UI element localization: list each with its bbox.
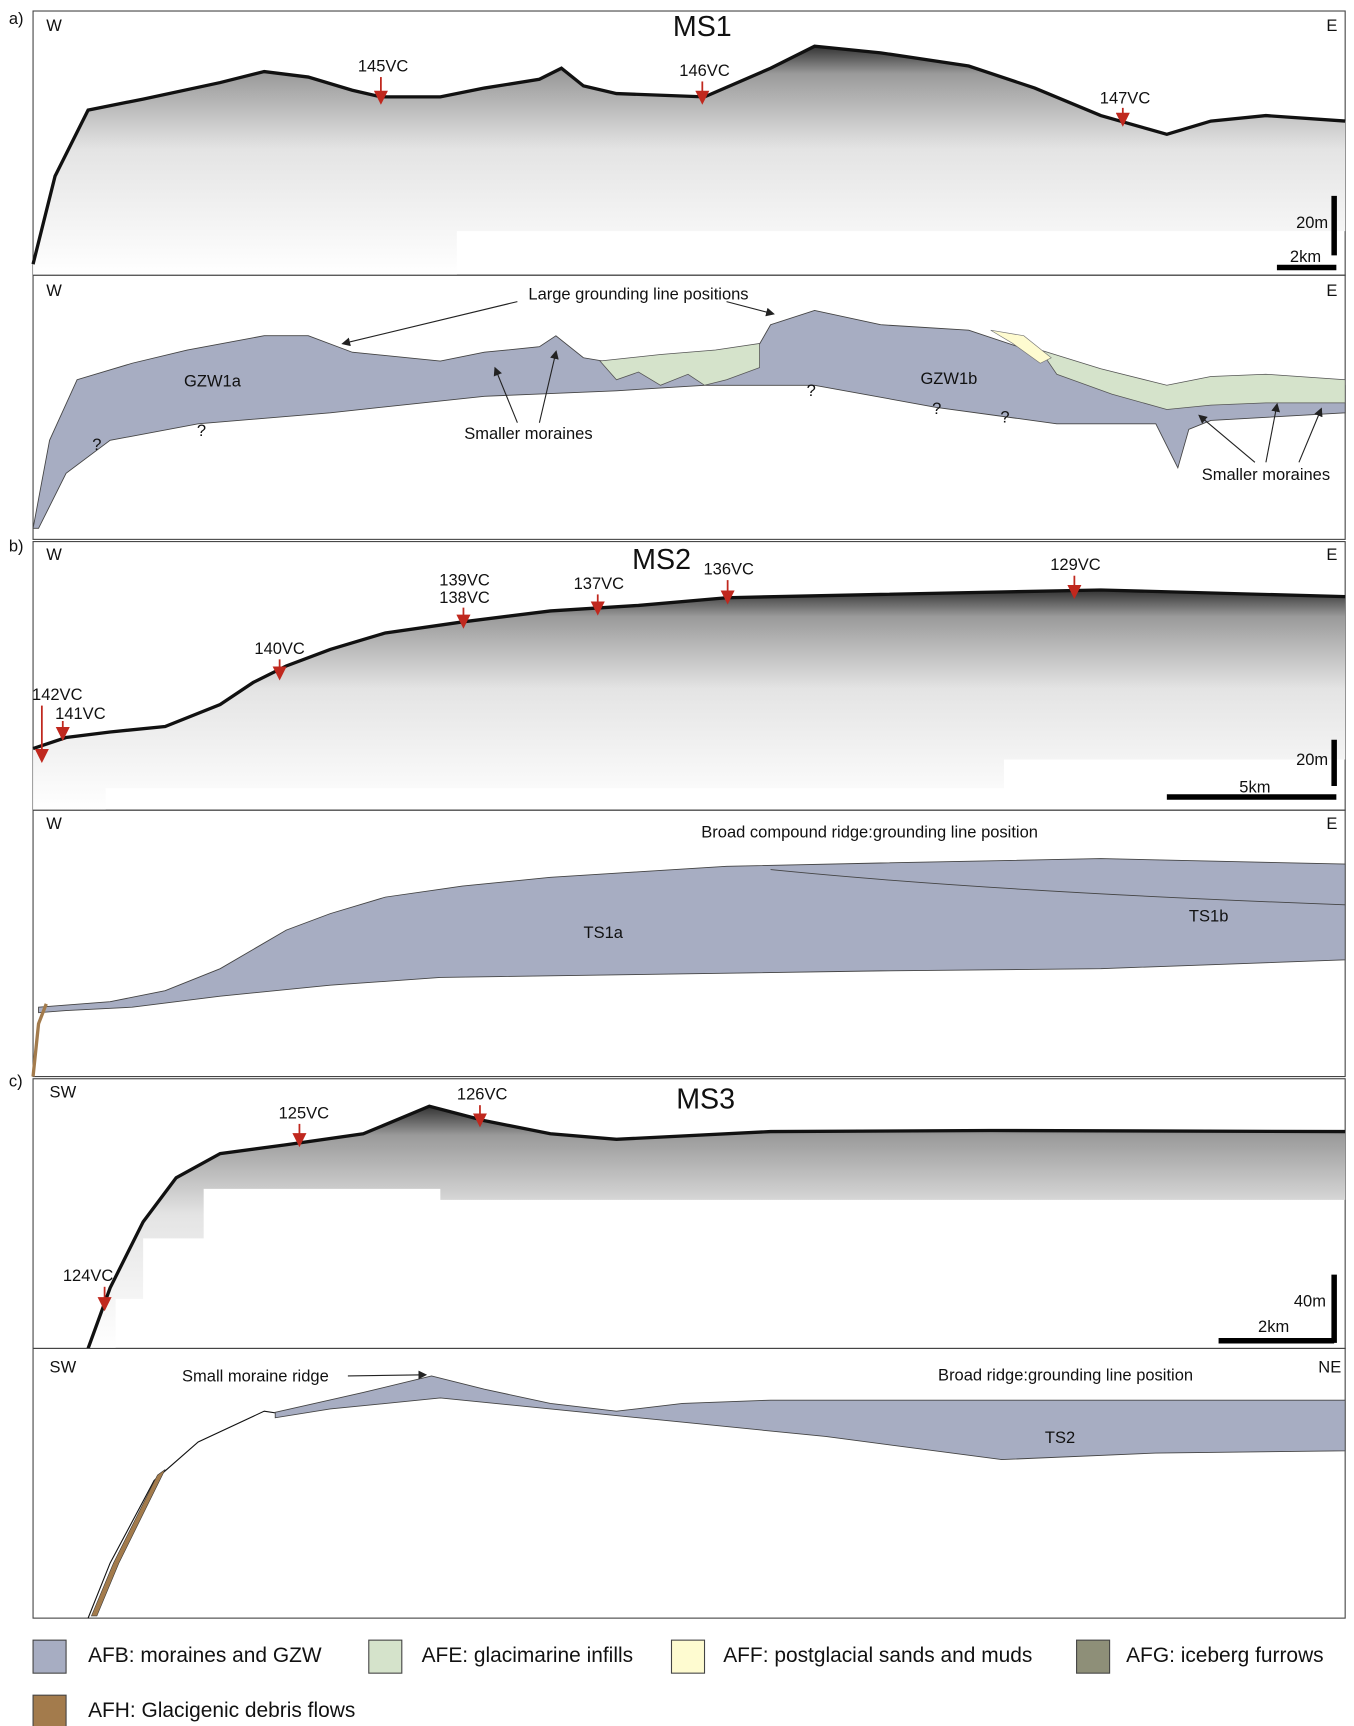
direction-left: W [46,17,62,35]
pointer [343,302,517,344]
core-label: 141VC [55,705,106,723]
unit-label: TS1b [1189,907,1228,925]
legend-swatch [33,1640,66,1673]
afb-unit [33,310,1345,528]
vertical-scale-label: 40m [1294,1293,1326,1311]
unknown-mark: ? [1000,409,1009,427]
unit-label: GZW1a [184,372,242,390]
panel-letter: b) [9,537,24,555]
core-label: 142VC [32,686,83,704]
direction-left: W [46,282,62,300]
direction-left: SW [50,1083,77,1101]
vertical-scale-label: 20m [1296,751,1328,769]
direction-left: W [46,815,62,833]
unit-label: TS2 [1045,1429,1075,1447]
core-label: 145VC [358,58,409,76]
profile-title: MS3 [676,1083,735,1115]
pointer [348,1375,425,1376]
legend-swatch [1077,1640,1110,1673]
legend-label: AFE: glacimarine infills [422,1644,633,1667]
panel-a: a) W E MS1 145VC 146VC 147VC 20m 2km W E… [9,10,1345,539]
unit-label: GZW1b [920,370,977,388]
unknown-mark: ? [807,382,816,400]
core-label: 125VC [279,1104,330,1122]
direction-right: E [1326,815,1337,833]
legend-label: AFB: moraines and GZW [88,1644,322,1667]
profile-title: MS2 [632,544,691,576]
unknown-mark: ? [932,400,941,418]
afh-unit [91,1470,165,1616]
unit-label: TS1a [584,924,624,942]
afb-unit [275,1376,1345,1460]
core-label: 146VC [679,62,730,80]
core-label: 124VC [63,1267,114,1285]
panel-b: b) W E MS2 139VC 138VC 137VC 136VC 129VC… [9,537,1345,1076]
seismic-image [33,590,1345,810]
legend-label: AFH: Glacigenic debris flows [88,1699,355,1722]
figure: a) W E MS1 145VC 146VC 147VC 20m 2km W E… [0,0,1354,1726]
direction-left: SW [50,1359,77,1377]
annotation: Large grounding line positions [528,285,748,303]
core-label: 147VC [1100,89,1151,107]
direction-right: E [1326,546,1337,564]
annotation: Broad ridge:grounding line position [938,1366,1193,1384]
profile-frame [33,1079,1345,1349]
annotation: Smaller moraines [464,425,592,443]
horizontal-scale-label: 2km [1258,1318,1289,1336]
unknown-mark: ? [92,436,101,454]
core-label: 126VC [457,1086,508,1104]
core-label: 129VC [1050,556,1101,574]
afb-unit [39,859,1346,1013]
pointer [727,302,773,314]
pointer [1200,416,1255,462]
legend-label: AFG: iceberg furrows [1126,1644,1324,1667]
horizontal-scale-label: 5km [1239,779,1270,797]
panel-letter: c) [9,1072,23,1090]
interpretation-frame [33,1348,1345,1618]
core-label: 139VC [439,572,490,590]
annotation: Smaller moraines [1202,466,1330,484]
core-label: 137VC [574,575,625,593]
core-label: 136VC [704,561,755,579]
legend-swatch [671,1640,704,1673]
vertical-scale-label: 20m [1296,214,1328,232]
legend-swatch [33,1695,66,1726]
seafloor-line [88,1411,286,1618]
pointer [1299,409,1321,462]
annotation: Small moraine ridge [182,1367,329,1385]
panel-letter: a) [9,10,24,28]
profile-title: MS1 [673,11,732,43]
afh-unit [33,1004,46,1077]
direction-right: E [1326,282,1337,300]
direction-left: W [46,546,62,564]
core-label: 138VC [439,589,490,607]
legend-swatch [369,1640,402,1673]
legend-label: AFF: postglacial sands and muds [723,1644,1032,1667]
direction-right: E [1326,17,1337,35]
panel-c: c) SW MS3 125VC 126VC 124VC 40m 2km SW N… [9,1072,1345,1618]
direction-right: NE [1318,1359,1341,1377]
horizontal-scale-label: 2km [1290,248,1321,266]
annotation: Broad compound ridge:grounding line posi… [701,824,1038,842]
unknown-mark: ? [197,422,206,440]
seismic-image [88,1106,1345,1348]
legend: AFB: moraines and GZW AFE: glacimarine i… [33,1640,1324,1726]
core-label: 140VC [254,640,305,658]
